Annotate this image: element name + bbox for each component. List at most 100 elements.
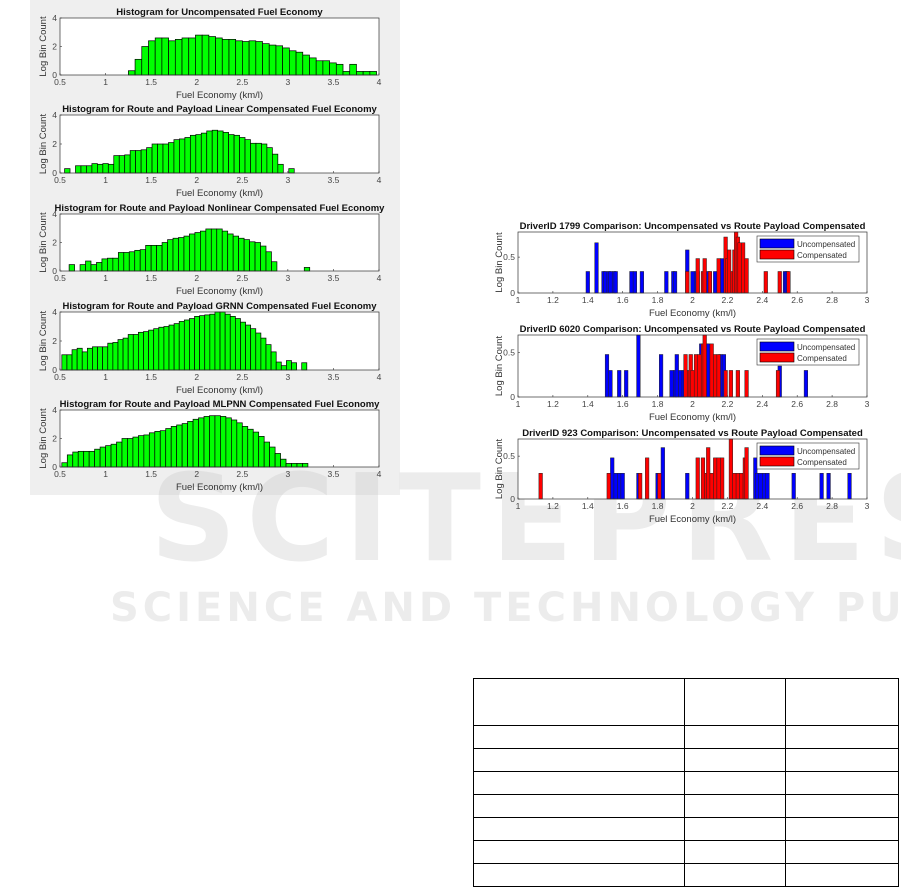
table-cell bbox=[684, 725, 786, 749]
histogram-bar bbox=[80, 165, 87, 174]
histogram-bar bbox=[239, 137, 246, 174]
x-tick-label: 1.8 bbox=[652, 399, 664, 409]
histogram-bar bbox=[248, 40, 257, 76]
histogram-bar bbox=[254, 242, 261, 272]
table-row bbox=[473, 817, 899, 841]
histogram-bar bbox=[303, 267, 311, 272]
table-row bbox=[473, 794, 899, 818]
y-axis-label: Log Bin Count bbox=[38, 408, 49, 469]
uncompensated-bar bbox=[617, 370, 622, 398]
histogram-bar bbox=[159, 430, 167, 468]
uncompensated-bar bbox=[678, 370, 683, 398]
compensated-bar bbox=[727, 249, 732, 294]
histogram-bar bbox=[214, 311, 221, 371]
histogram-bar bbox=[302, 463, 309, 468]
histogram-bar bbox=[275, 361, 282, 371]
x-tick-label: 3 bbox=[285, 372, 290, 382]
histogram-bar bbox=[192, 418, 199, 468]
table-cell bbox=[473, 678, 685, 726]
histogram-bar bbox=[265, 251, 272, 272]
histogram-bar bbox=[280, 458, 287, 468]
histogram-bar bbox=[150, 245, 157, 272]
compensated-bar bbox=[716, 258, 721, 294]
compensated-bar bbox=[713, 354, 718, 398]
table-row bbox=[473, 771, 899, 795]
histogram-bar bbox=[127, 438, 134, 468]
histogram-bar bbox=[198, 417, 205, 468]
x-tick-label: 2.6 bbox=[791, 501, 803, 511]
histogram-bar bbox=[302, 54, 310, 76]
histogram-bar bbox=[252, 431, 260, 468]
histogram-bar bbox=[315, 60, 324, 76]
histogram-bar bbox=[128, 251, 136, 272]
histogram-bar bbox=[235, 40, 243, 76]
x-tick-label: 0.5 bbox=[54, 372, 66, 382]
compensated-bar bbox=[741, 242, 746, 294]
histogram-bar bbox=[107, 163, 115, 174]
histogram-bar bbox=[260, 245, 267, 272]
histogram-bar bbox=[161, 242, 168, 272]
histogram-bar bbox=[265, 344, 272, 371]
histogram-bar bbox=[222, 132, 229, 174]
x-tick-label: 1.4 bbox=[582, 399, 594, 409]
uncompensated-bar bbox=[660, 447, 665, 500]
x-tick-label: 0.5 bbox=[54, 273, 66, 283]
uncompensated-bar bbox=[761, 473, 767, 500]
histogram-bar bbox=[102, 346, 109, 371]
histogram-bar bbox=[356, 71, 364, 76]
x-tick-label: 1 bbox=[103, 77, 108, 87]
histogram-bar bbox=[181, 37, 190, 76]
compensated-bar bbox=[716, 457, 721, 500]
y-tick-label: 0 bbox=[52, 70, 57, 80]
table-header-row bbox=[473, 678, 899, 726]
histogram-bar bbox=[151, 143, 158, 174]
histogram-bar bbox=[280, 365, 287, 371]
histogram-bar bbox=[274, 453, 281, 468]
histogram-bar bbox=[243, 239, 250, 272]
histogram-bar bbox=[83, 450, 90, 468]
histogram-bar bbox=[154, 37, 163, 76]
x-tick-label: 0.5 bbox=[54, 175, 66, 185]
compensated-bar bbox=[709, 343, 714, 398]
histogram-bar bbox=[195, 34, 203, 76]
histogram-bar bbox=[221, 230, 229, 272]
histogram-bar bbox=[75, 165, 82, 174]
histogram-bar bbox=[72, 451, 79, 468]
histogram-bar bbox=[282, 47, 290, 76]
uncompensated-bar bbox=[765, 473, 770, 500]
compensated-bar bbox=[657, 473, 662, 500]
histogram-bar bbox=[99, 446, 106, 468]
histogram-bar bbox=[200, 230, 207, 272]
compensated-bar bbox=[744, 258, 749, 294]
histogram-bar bbox=[342, 71, 351, 76]
compensated-bar bbox=[775, 370, 781, 398]
histogram-bar bbox=[215, 37, 223, 76]
y-axis-label: Log Bin Count bbox=[494, 439, 505, 500]
x-tick-label: 1.6 bbox=[617, 399, 629, 409]
histogram-bar bbox=[241, 426, 249, 468]
compensated-bar bbox=[685, 271, 690, 294]
histogram-bar bbox=[85, 260, 92, 272]
x-tick-label: 1.6 bbox=[617, 295, 629, 305]
histogram-bar bbox=[97, 163, 104, 174]
histogram-bar bbox=[228, 39, 237, 76]
uncompensated-bar bbox=[755, 473, 760, 500]
compensated-bar bbox=[645, 457, 650, 500]
y-axis-label: Log Bin Count bbox=[38, 16, 49, 77]
histogram-bar bbox=[179, 138, 186, 174]
compensated-bar bbox=[693, 354, 699, 398]
table-cell bbox=[473, 748, 685, 772]
compensated-bar bbox=[716, 354, 721, 398]
uncompensated-bar bbox=[608, 370, 613, 398]
x-axis-label: Fuel Economy (km/l) bbox=[176, 482, 263, 493]
uncompensated-bar bbox=[629, 271, 634, 294]
table-cell bbox=[473, 863, 685, 887]
y-tick-label: 2 bbox=[52, 42, 57, 52]
y-tick-label: 4 bbox=[52, 209, 57, 219]
histogram-bar bbox=[134, 249, 141, 272]
histogram-bar bbox=[121, 438, 128, 468]
compensated-bar bbox=[683, 354, 688, 398]
y-tick-label: 2 bbox=[52, 238, 57, 248]
histogram-bar bbox=[221, 39, 230, 76]
histogram-bar bbox=[225, 417, 232, 468]
